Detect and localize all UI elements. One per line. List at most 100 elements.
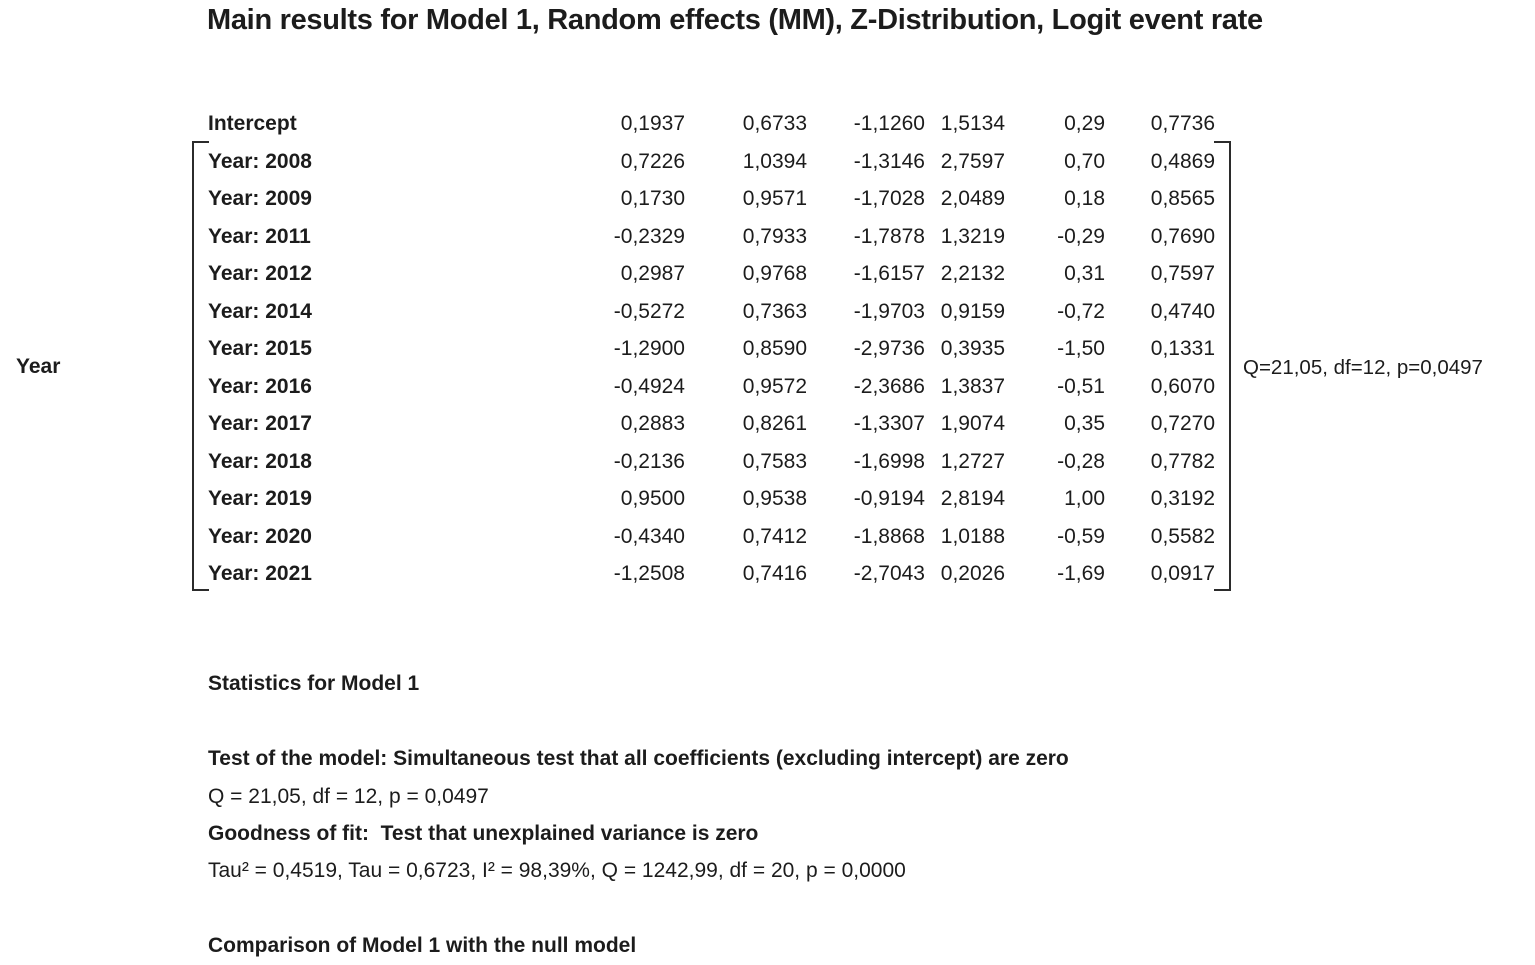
cell-estimate: 0,1937 <box>620 112 685 136</box>
cell-upper-limit: 2,2132 <box>940 262 1005 286</box>
table-row: Year: 2009 0,1730 0,9571 -1,7028 2,0489 … <box>208 180 1215 218</box>
table-row: Year: 2018 -0,2136 0,7583 -1,6998 1,2727… <box>208 443 1215 481</box>
results-table: Intercept 0,1937 0,6733 -1,1260 1,5134 0… <box>208 105 1215 593</box>
cell-lower-limit: -1,1260 <box>853 112 925 136</box>
table-row: Year: 2019 0,9500 0,9538 -0,9194 2,8194 … <box>208 480 1215 518</box>
cell-lower-limit: -1,9703 <box>853 299 925 323</box>
cell-estimate: 0,2883 <box>620 412 685 436</box>
cell-z-value: -0,29 <box>1057 224 1105 248</box>
goodness-of-fit-values: Tau² = 0,4519, Tau = 0,6723, I² = 98,39%… <box>208 859 906 882</box>
cell-standard-error: 1,0394 <box>742 149 807 173</box>
cell-upper-limit: 2,8194 <box>940 487 1005 511</box>
cell-upper-limit: 0,2026 <box>940 562 1005 586</box>
cell-standard-error: 0,9538 <box>742 487 807 511</box>
cell-upper-limit: 1,9074 <box>940 412 1005 436</box>
cell-standard-error: 0,8261 <box>742 412 807 436</box>
cell-estimate: -1,2508 <box>613 562 685 586</box>
statistics-heading: Statistics for Model 1 <box>208 672 420 695</box>
cell-p-value: 0,6070 <box>1150 374 1215 398</box>
cell-lower-limit: -1,7878 <box>853 224 925 248</box>
year-group-label: Year <box>16 355 61 378</box>
cell-lower-limit: -2,7043 <box>853 562 925 586</box>
row-label: Year: 2012 <box>208 262 312 286</box>
cell-estimate: 0,7226 <box>620 149 685 173</box>
row-label: Year: 2009 <box>208 187 312 211</box>
table-row: Intercept 0,1937 0,6733 -1,1260 1,5134 0… <box>208 105 1215 143</box>
table-row: Year: 2020 -0,4340 0,7412 -1,8868 1,0188… <box>208 518 1215 556</box>
cell-z-value: 0,29 <box>1064 112 1105 136</box>
cell-p-value: 0,7782 <box>1150 449 1215 473</box>
model-test-heading: Test of the model: Simultaneous test tha… <box>208 747 1069 770</box>
row-label: Year: 2019 <box>208 487 312 511</box>
cell-upper-limit: 0,3935 <box>940 337 1005 361</box>
cell-upper-limit: 1,5134 <box>940 112 1005 136</box>
cell-p-value: 0,0917 <box>1150 562 1215 586</box>
table-row: Year: 2011 -0,2329 0,7933 -1,7878 1,3219… <box>208 218 1215 256</box>
cell-standard-error: 0,7933 <box>742 224 807 248</box>
cell-lower-limit: -1,3146 <box>853 149 925 173</box>
cell-z-value: -0,28 <box>1057 449 1105 473</box>
cell-p-value: 0,8565 <box>1150 187 1215 211</box>
cell-z-value: 0,35 <box>1064 412 1105 436</box>
row-label: Year: 2021 <box>208 562 312 586</box>
cell-standard-error: 0,6733 <box>742 112 807 136</box>
cell-upper-limit: 1,2727 <box>940 449 1005 473</box>
cell-z-value: -0,72 <box>1057 299 1105 323</box>
cell-standard-error: 0,7363 <box>742 299 807 323</box>
cell-estimate: -0,4340 <box>613 524 685 548</box>
cell-p-value: 0,7736 <box>1150 112 1215 136</box>
cell-p-value: 0,1331 <box>1150 337 1215 361</box>
cell-estimate: -0,2136 <box>613 449 685 473</box>
year-group-bracket-left <box>192 141 209 591</box>
cell-lower-limit: -1,6998 <box>853 449 925 473</box>
cell-p-value: 0,7270 <box>1150 412 1215 436</box>
table-row: Year: 2014 -0,5272 0,7363 -1,9703 0,9159… <box>208 293 1215 331</box>
cell-upper-limit: 1,3219 <box>940 224 1005 248</box>
row-label: Intercept <box>208 112 297 136</box>
row-label: Year: 2018 <box>208 449 312 473</box>
cell-z-value: 0,18 <box>1064 187 1105 211</box>
model-test-values: Q = 21,05, df = 12, p = 0,0497 <box>208 785 489 808</box>
cell-p-value: 0,5582 <box>1150 524 1215 548</box>
table-row: Year: 2016 -0,4924 0,9572 -2,3686 1,3837… <box>208 368 1215 406</box>
row-label: Year: 2014 <box>208 299 312 323</box>
cell-z-value: 0,31 <box>1064 262 1105 286</box>
cell-standard-error: 0,7583 <box>742 449 807 473</box>
cell-p-value: 0,7597 <box>1150 262 1215 286</box>
row-label: Year: 2008 <box>208 149 312 173</box>
table-row: Year: 2015 -1,2900 0,8590 -2,9736 0,3935… <box>208 330 1215 368</box>
cell-lower-limit: -1,6157 <box>853 262 925 286</box>
comparison-heading: Comparison of Model 1 with the null mode… <box>208 934 637 957</box>
cell-z-value: -1,69 <box>1057 562 1105 586</box>
cell-estimate: 0,2987 <box>620 262 685 286</box>
cell-upper-limit: 2,0489 <box>940 187 1005 211</box>
cell-lower-limit: -1,3307 <box>853 412 925 436</box>
year-group-bracket-right <box>1214 141 1231 591</box>
table-row: Year: 2008 0,7226 1,0394 -1,3146 2,7597 … <box>208 143 1215 181</box>
year-group-q-annotation: Q=21,05, df=12, p=0,0497 <box>1243 356 1483 379</box>
row-label: Year: 2020 <box>208 524 312 548</box>
row-label: Year: 2011 <box>208 224 311 248</box>
cell-lower-limit: -1,7028 <box>853 187 925 211</box>
cell-upper-limit: 1,0188 <box>940 524 1005 548</box>
cell-upper-limit: 1,3837 <box>940 374 1005 398</box>
cell-upper-limit: 0,9159 <box>940 299 1005 323</box>
cell-estimate: -0,4924 <box>613 374 685 398</box>
cell-lower-limit: -0,9194 <box>853 487 925 511</box>
table-row: Year: 2021 -1,2508 0,7416 -2,7043 0,2026… <box>208 555 1215 593</box>
cell-z-value: -0,59 <box>1057 524 1105 548</box>
row-label: Year: 2016 <box>208 374 312 398</box>
cell-upper-limit: 2,7597 <box>940 149 1005 173</box>
cell-estimate: -0,2329 <box>613 224 685 248</box>
table-row: Year: 2017 0,2883 0,8261 -1,3307 1,9074 … <box>208 405 1215 443</box>
cell-standard-error: 0,7416 <box>742 562 807 586</box>
goodness-of-fit-heading: Goodness of fit: Test that unexplained v… <box>208 822 759 845</box>
cell-z-value: -0,51 <box>1057 374 1105 398</box>
cell-lower-limit: -2,9736 <box>853 337 925 361</box>
cell-p-value: 0,7690 <box>1150 224 1215 248</box>
cell-standard-error: 0,7412 <box>742 524 807 548</box>
page-title: Main results for Model 1, Random effects… <box>207 4 1263 36</box>
cell-standard-error: 0,9572 <box>742 374 807 398</box>
row-label: Year: 2017 <box>208 412 312 436</box>
